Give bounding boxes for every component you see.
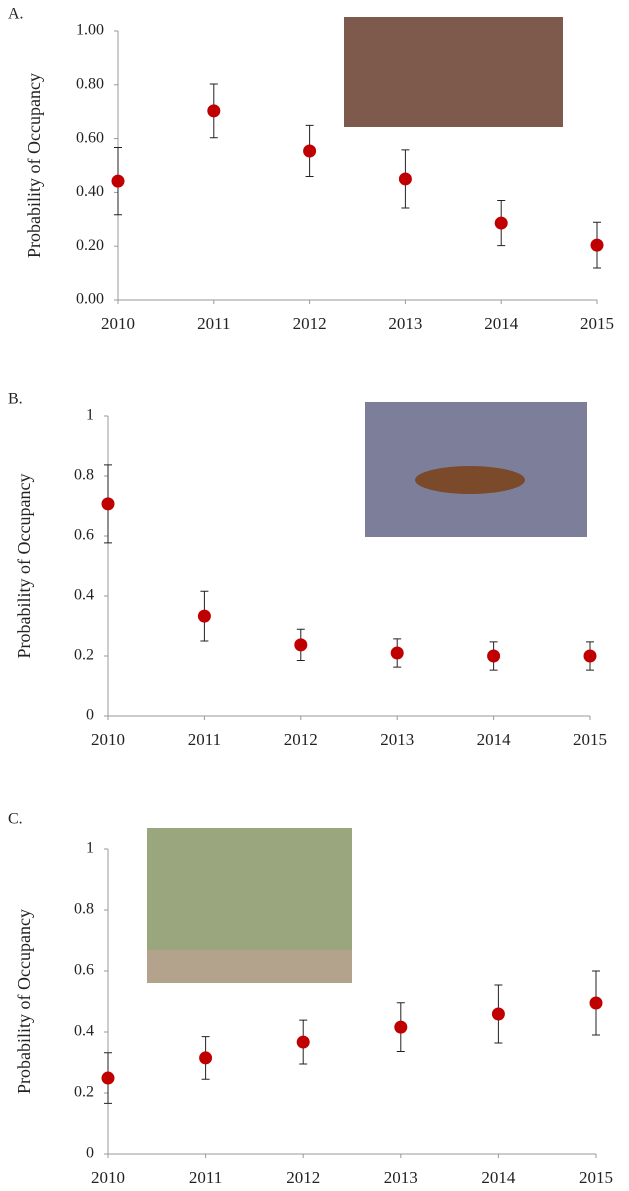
point (583, 649, 597, 663)
x-tick-label: 2014 (477, 730, 512, 749)
point (101, 497, 115, 511)
point (487, 649, 501, 663)
x-tick-label: 2014 (484, 314, 519, 333)
point (398, 172, 412, 186)
point (394, 1020, 408, 1034)
x-tick-label: 2013 (380, 730, 414, 749)
point (589, 996, 603, 1010)
point (296, 1035, 310, 1049)
x-tick-label: 2011 (188, 730, 221, 749)
photo-animal (415, 466, 525, 494)
point (111, 174, 125, 188)
panel-label: B. (8, 391, 23, 408)
x-tick-label: 2010 (91, 730, 125, 749)
y-tick-label: 0.80 (76, 75, 104, 92)
y-tick-label: 0.40 (76, 183, 104, 200)
photo-placeholder (344, 17, 563, 127)
x-tick-label: 2014 (481, 1168, 516, 1187)
panel-label: A. (8, 6, 24, 23)
y-tick-label: 0 (86, 1145, 94, 1162)
x-tick-label: 2015 (580, 314, 614, 333)
x-tick-label: 2012 (284, 730, 318, 749)
y-tick-label: 0.6 (74, 962, 94, 979)
point (590, 238, 604, 252)
x-tick-label: 2015 (579, 1168, 613, 1187)
y-tick-label: 0.4 (74, 1023, 94, 1040)
point (303, 144, 317, 158)
x-tick-label: 2010 (91, 1168, 125, 1187)
y-tick-label: 0.20 (76, 237, 104, 254)
y-tick-label: 0.2 (74, 1084, 94, 1101)
y-tick-label: 0.2 (74, 647, 94, 664)
y-tick-label: 1 (86, 840, 94, 857)
photo-ground (147, 950, 352, 983)
x-tick-label: 2011 (189, 1168, 222, 1187)
x-tick-label: 2013 (388, 314, 422, 333)
photo-shade (344, 17, 563, 127)
point (294, 638, 308, 652)
x-tick-label: 2013 (384, 1168, 418, 1187)
y-tick-label: 1 (86, 407, 94, 424)
y-tick-label: 0.8 (74, 467, 94, 484)
y-tick-label: 0.00 (76, 291, 104, 308)
y-axis-label: Probability of Occupancy (14, 909, 34, 1094)
x-tick-label: 2011 (197, 314, 230, 333)
y-tick-label: 0.6 (74, 527, 94, 544)
y-tick-label: 0.8 (74, 901, 94, 918)
point (101, 1071, 115, 1085)
y-axis-label: Probability of Occupancy (24, 73, 44, 258)
point (491, 1007, 505, 1021)
x-tick-label: 2012 (293, 314, 327, 333)
point (494, 216, 508, 230)
y-tick-label: 1.00 (76, 22, 104, 39)
panel-label: C. (8, 811, 23, 828)
point (390, 646, 404, 660)
y-axis-label: Probability of Occupancy (14, 474, 34, 659)
y-tick-label: 0.60 (76, 129, 104, 146)
point (199, 1051, 213, 1065)
x-tick-label: 2015 (573, 730, 607, 749)
y-tick-label: 0 (86, 707, 94, 724)
point (197, 609, 211, 623)
point (207, 104, 221, 118)
x-tick-label: 2010 (101, 314, 135, 333)
y-tick-label: 0.4 (74, 587, 94, 604)
x-tick-label: 2012 (286, 1168, 320, 1187)
